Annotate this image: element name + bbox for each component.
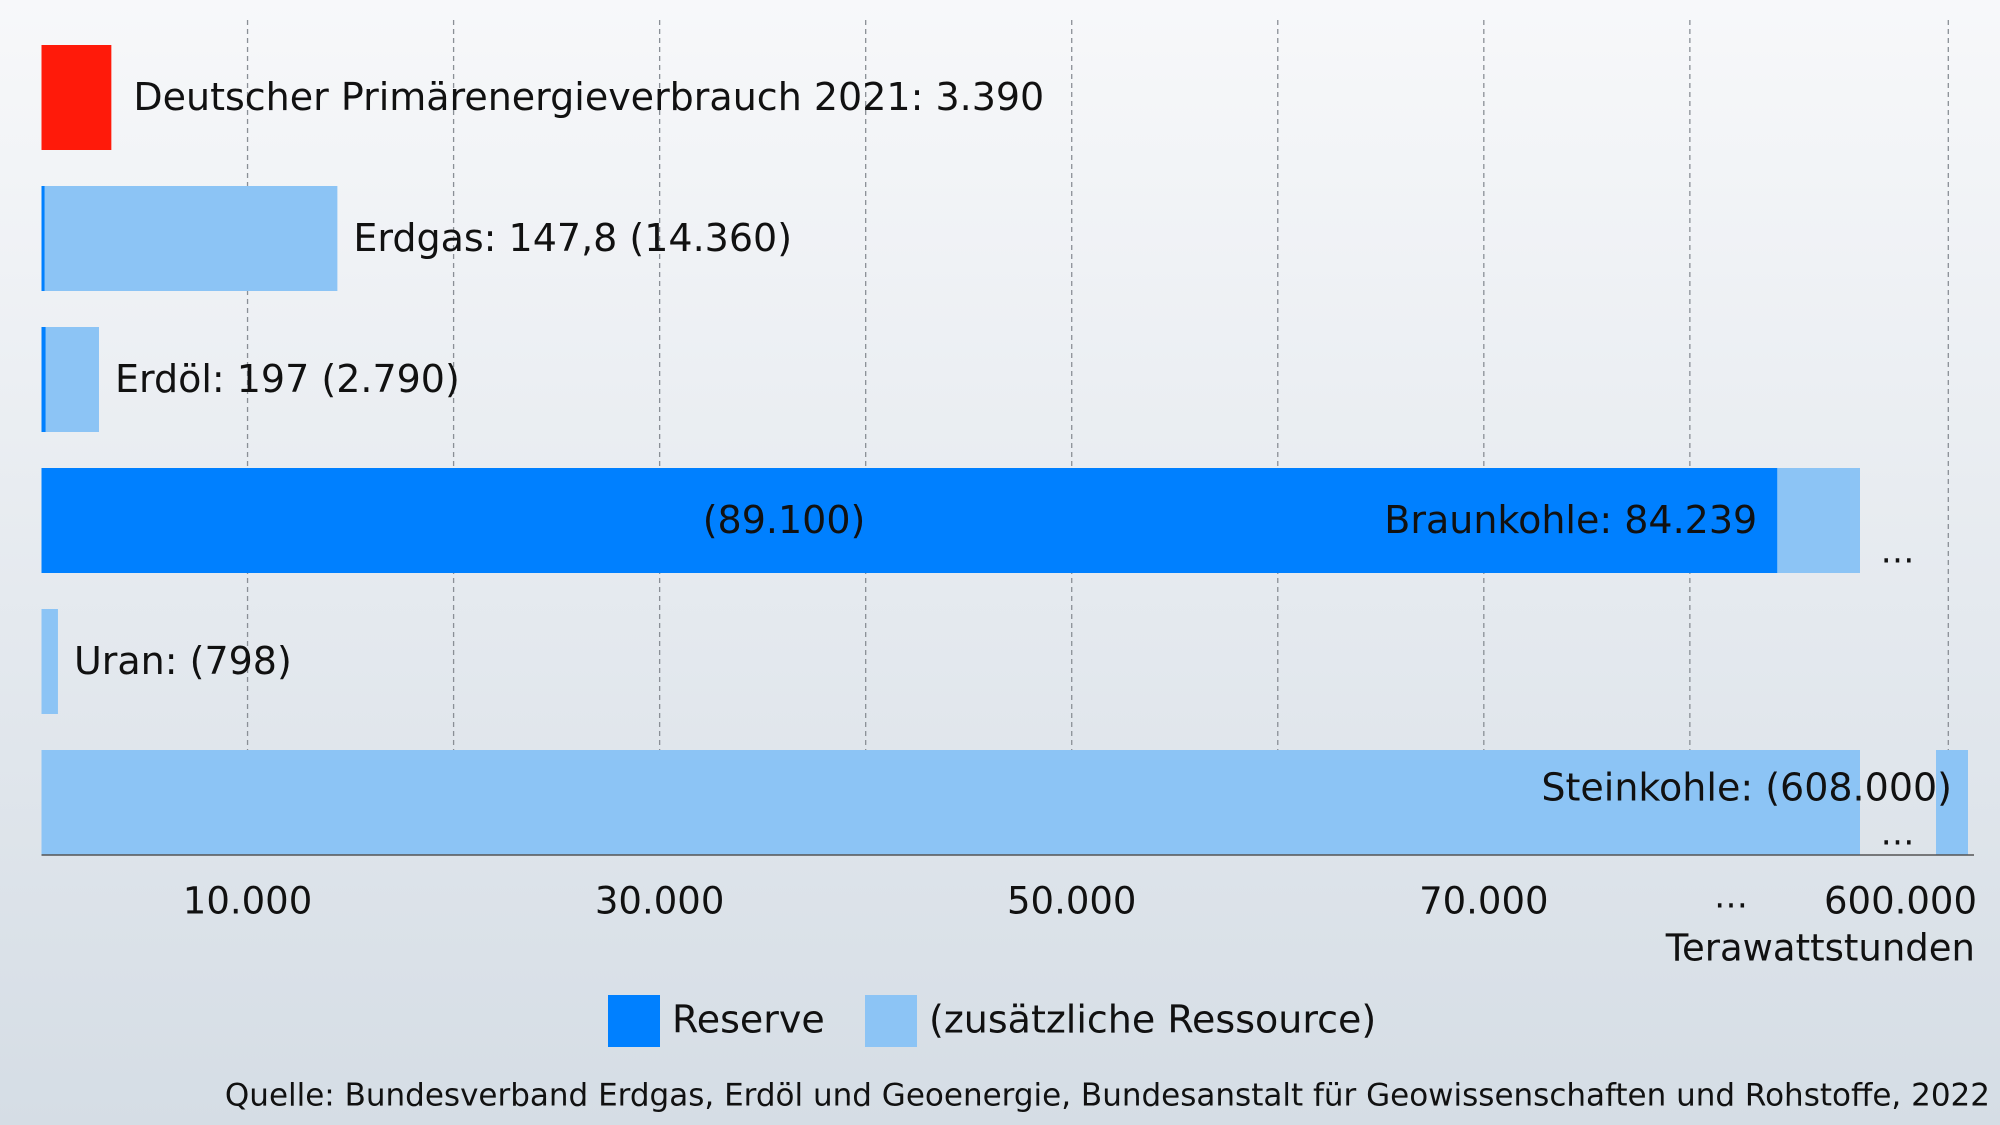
x-break-label: … [1714,877,1748,917]
bar-label: Steinkohle: (608.000) [1541,766,1952,810]
x-tick-label: 10.000 [183,880,312,923]
legend-label: (zusätzliche Ressource) [929,998,1376,1042]
bar [1936,750,1968,855]
bar [41,327,46,432]
bar [41,750,1860,855]
bar-label: Braunkohle: 84.239 [1384,498,1757,542]
bar-label: Deutscher Primärenergieverbrauch 2021: 3… [133,75,1044,119]
reference-bar [41,45,112,150]
break-label: … [1881,532,1915,572]
bar [41,186,338,291]
x-tick-label: 70.000 [1419,880,1548,923]
bar [41,327,99,432]
x-tick-label: 600.000 [1824,880,1977,923]
legend-swatch [865,995,917,1047]
bar-label: (89.100) [703,498,866,542]
bar [41,468,1778,573]
bar-label: Erdgas: 147,8 (14.360) [353,216,792,260]
source: Quelle: Bundesverband Erdgas, Erdöl und … [225,1078,1990,1114]
bar-label: Uran: (798) [74,639,292,683]
bar-label: Erdöl: 197 (2.790) [115,357,460,401]
legend-label: Reserve [672,998,825,1042]
x-axis-label: Terawattstunden [1665,927,1975,970]
legend-swatch [608,995,660,1047]
x-tick-label: 50.000 [1007,880,1136,923]
break-label: … [1881,814,1915,854]
x-tick-label: 30.000 [595,880,724,923]
bar [41,186,45,291]
bar [41,609,58,714]
